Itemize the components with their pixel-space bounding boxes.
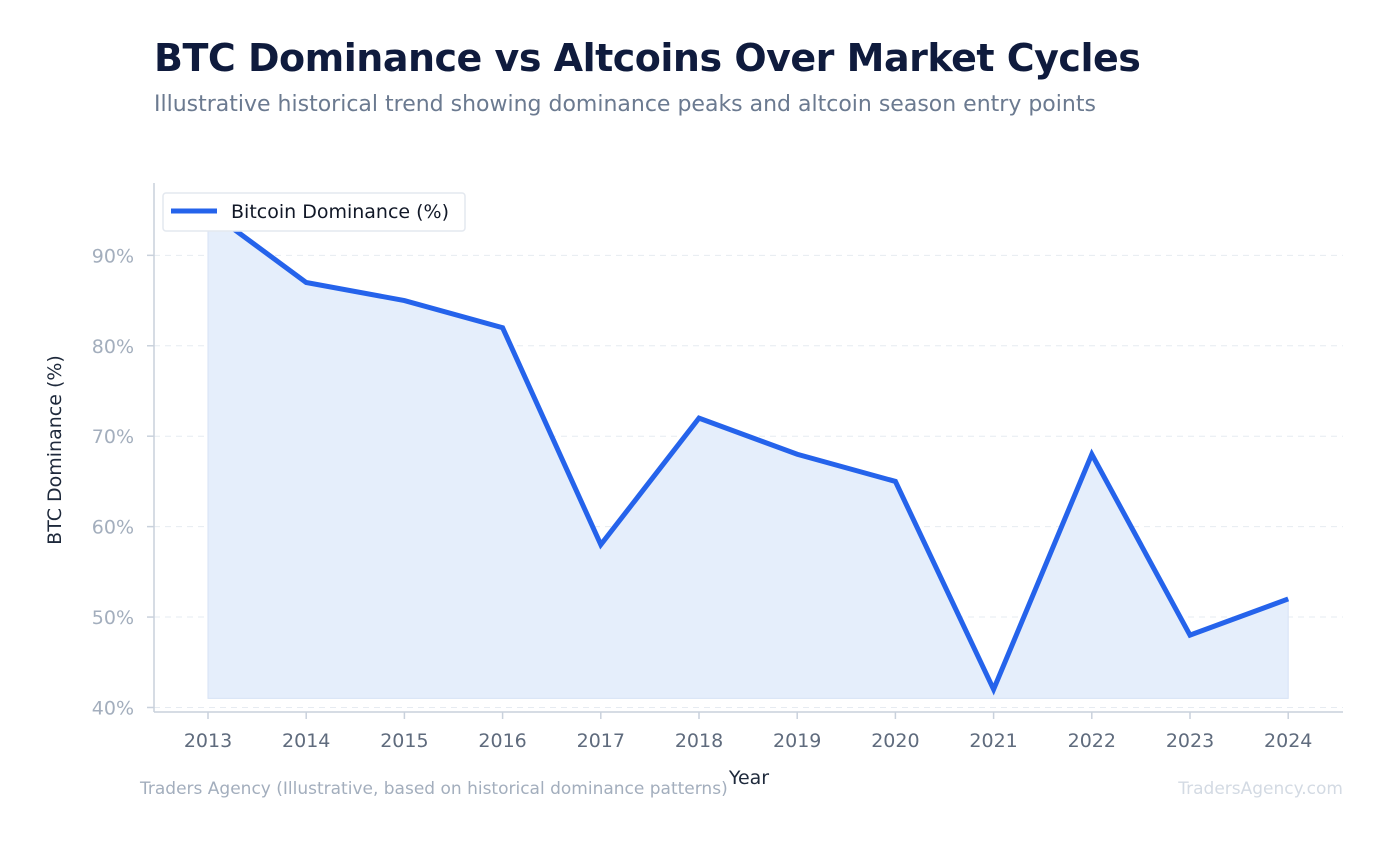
y-axis-label: BTC Dominance (%): [44, 355, 66, 545]
x-tick-label: 2014: [282, 730, 330, 752]
axes: [153, 183, 1343, 713]
source-note: Traders Agency (Illustrative, based on h…: [140, 779, 728, 799]
x-tick-label: 2017: [577, 730, 625, 752]
area-fill: [207, 209, 1289, 699]
y-tick-label: 60%: [92, 517, 134, 539]
x-tick-label: 2018: [675, 730, 723, 752]
x-ticks: 2013 2014 2015 2016 2017 2018 2019 2020 2021 2022…: [184, 712, 1312, 752]
x-tick-label: 2015: [380, 730, 428, 752]
y-tick-label: 90%: [92, 245, 134, 267]
y-tick-label: 50%: [92, 607, 134, 629]
series-area: [207, 209, 1289, 699]
series-line: [206, 208, 1290, 696]
x-tick-label: 2016: [478, 730, 526, 752]
y-tick-label: 80%: [92, 336, 134, 358]
y-tick-label: 70%: [92, 426, 134, 448]
chart-title: BTC Dominance vs Altcoins Over Market Cy…: [154, 36, 1141, 80]
legend: Bitcoin Dominance (%): [162, 192, 466, 232]
x-tick-label: 2013: [184, 730, 232, 752]
y-tick-label: 40%: [92, 697, 134, 719]
x-tick-label: 2020: [871, 730, 919, 752]
x-tick-label: 2024: [1264, 730, 1312, 752]
x-tick-label: 2019: [773, 730, 821, 752]
chart-subtitle: Illustrative historical trend showing do…: [154, 92, 1096, 117]
x-tick-label: 2021: [969, 730, 1017, 752]
legend-label: Bitcoin Dominance (%): [231, 201, 449, 223]
y-ticks: 40% 50% 60% 70% 80% 90%: [92, 245, 154, 719]
series-lines: [206, 208, 1290, 696]
x-axis-label: Year: [728, 767, 769, 789]
x-tick-label: 2023: [1166, 730, 1214, 752]
x-tick-label: 2022: [1068, 730, 1116, 752]
legend-box: [162, 192, 466, 232]
watermark: TradersAgency.com: [1178, 779, 1343, 799]
